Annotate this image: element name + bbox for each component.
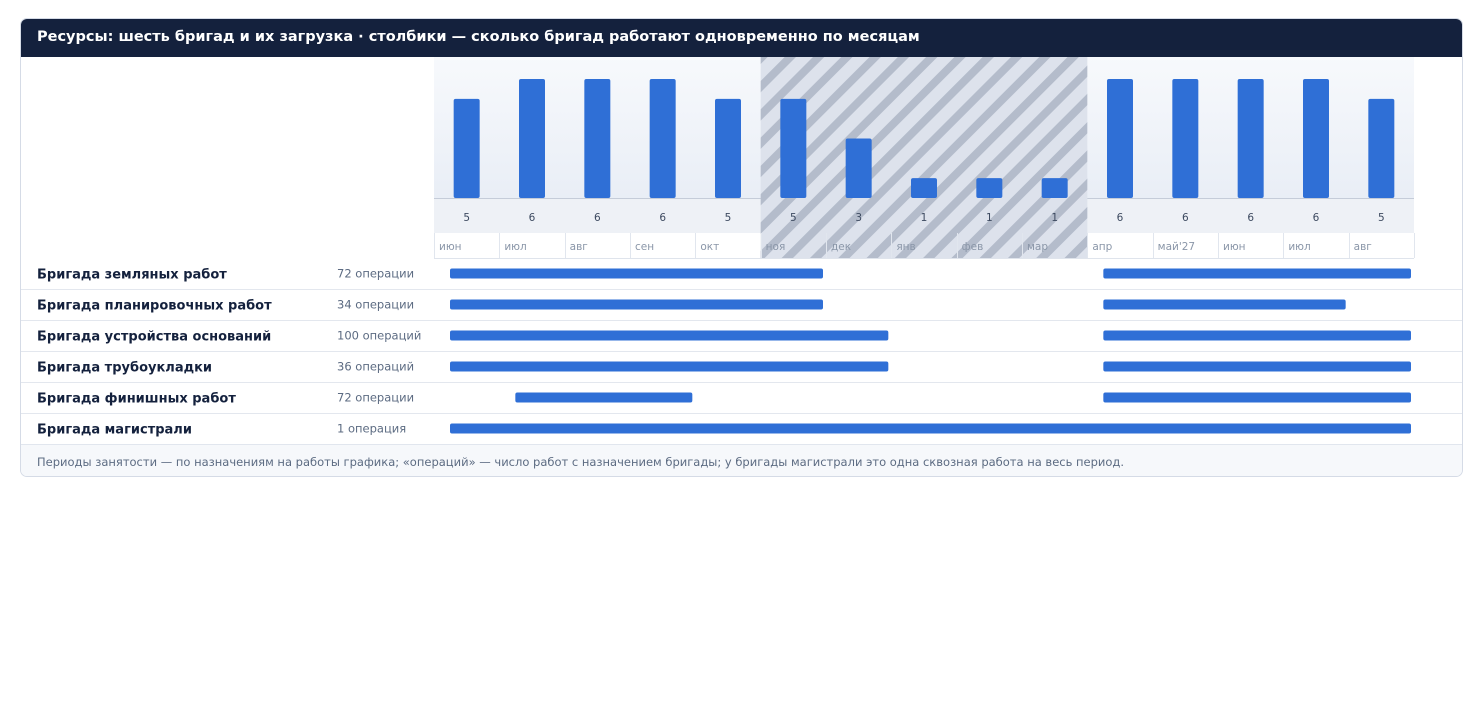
crew-count-bar — [1237, 79, 1264, 198]
crew-operations: 1 операция — [337, 422, 406, 436]
busy-period-bar — [1103, 299, 1346, 310]
busy-period-bar — [1103, 268, 1411, 279]
crew-row: Бригада трубоукладки 36 операций — [21, 360, 1462, 383]
busy-period-bar — [1103, 392, 1411, 403]
month-label: апр — [1092, 241, 1112, 253]
crew-name: Бригада земляных работ — [37, 268, 227, 283]
crew-operations: 72 операции — [337, 267, 414, 281]
bar-value-label: 6 — [1313, 212, 1320, 224]
hatched-period — [760, 57, 1088, 258]
month-label: окт — [700, 241, 719, 253]
bar-value-label: 1 — [986, 212, 993, 224]
crew-operations: 72 операции — [337, 391, 414, 405]
bar-value-label: 5 — [463, 212, 470, 224]
busy-period-bar — [450, 299, 823, 310]
crew-name: Бригада финишных работ — [37, 392, 236, 407]
bar-value-label: 6 — [1182, 212, 1189, 224]
crew-count-bar — [911, 178, 937, 198]
busy-period-bar — [515, 392, 693, 403]
month-label: авг — [1354, 241, 1372, 253]
month-label: июл — [1288, 241, 1310, 253]
busy-period-bar — [450, 330, 889, 341]
crew-count-bar — [1368, 98, 1395, 198]
footnote: Периоды занятости — по назначениям на ра… — [37, 455, 1125, 469]
crew-count-bar — [845, 138, 872, 198]
crew-count-bar — [1172, 79, 1199, 198]
month-label: янв — [896, 241, 915, 253]
bar-value-label: 6 — [659, 212, 666, 224]
crew-count-bar — [976, 178, 1003, 198]
month-label: май'27 — [1158, 241, 1195, 253]
crew-name: Бригада устройства оснований — [37, 330, 271, 345]
month-label: дек — [831, 241, 851, 253]
crew-count-bar — [649, 79, 676, 198]
crew-count-bar — [1107, 79, 1133, 198]
crew-row: Бригада финишных работ 72 операции — [21, 391, 1462, 414]
month-label: июл — [504, 241, 526, 253]
crew-row: Бригада магистрали 1 операция — [37, 422, 1411, 438]
busy-period-bar — [1103, 361, 1411, 372]
crew-count-bar — [519, 79, 545, 198]
crew-row: Бригада устройства оснований 100 операций — [21, 329, 1462, 352]
crew-row: Бригада планировочных работ 34 операции — [21, 298, 1462, 321]
crew-count-bar — [1303, 79, 1329, 198]
crew-count-bar — [780, 98, 807, 198]
crew-name: Бригада планировочных работ — [37, 299, 272, 314]
crew-count-bar — [584, 79, 611, 198]
bar-value-label: 1 — [1051, 212, 1058, 224]
resource-chart: 5 6 6 6 5 5 3 1 1 1 6 6 6 6 5 июн июл авг сен окт ноя дек янв… — [21, 57, 1462, 438]
crew-name: Бригада магистрали — [37, 423, 192, 438]
panel-footer: Периоды занятости — по назначениям на ра… — [21, 444, 1462, 476]
month-label: мар — [1027, 241, 1048, 253]
month-label: июн — [439, 241, 462, 253]
crew-count-bar — [1041, 178, 1068, 198]
crew-operations: 36 операций — [337, 360, 414, 374]
crew-count-bar — [715, 98, 741, 198]
bar-value-label: 6 — [529, 212, 536, 224]
bar-value-label: 5 — [1378, 212, 1385, 224]
bar-value-label: 1 — [921, 212, 928, 224]
bar-value-label: 5 — [725, 212, 732, 224]
bar-value-label: 6 — [1247, 212, 1254, 224]
month-label: ноя — [766, 241, 786, 253]
bar-value-label: 6 — [594, 212, 601, 224]
month-label: июн — [1223, 241, 1246, 253]
bar-value-label: 3 — [855, 212, 862, 224]
month-label: фев — [962, 241, 984, 253]
resources-panel: Ресурсы: шесть бригад и их загрузка · ст… — [20, 18, 1463, 477]
crew-count-bar — [453, 98, 480, 198]
bar-value-label: 5 — [790, 212, 797, 224]
crew-name: Бригада трубоукладки — [37, 361, 212, 376]
busy-period-bar — [1103, 330, 1411, 341]
busy-period-bar — [450, 268, 823, 279]
panel-title: Ресурсы: шесть бригад и их загрузка · ст… — [37, 29, 920, 45]
busy-period-bar — [450, 361, 889, 372]
panel-header: Ресурсы: шесть бригад и их загрузка · ст… — [21, 19, 1462, 57]
month-label: сен — [635, 241, 654, 253]
month-label: авг — [570, 241, 588, 253]
bar-value-label: 6 — [1117, 212, 1124, 224]
crew-operations: 34 операции — [337, 298, 414, 312]
crew-row: Бригада земляных работ 72 операции — [21, 267, 1462, 290]
busy-period-bar — [450, 423, 1411, 434]
crew-operations: 100 операций — [337, 329, 421, 343]
